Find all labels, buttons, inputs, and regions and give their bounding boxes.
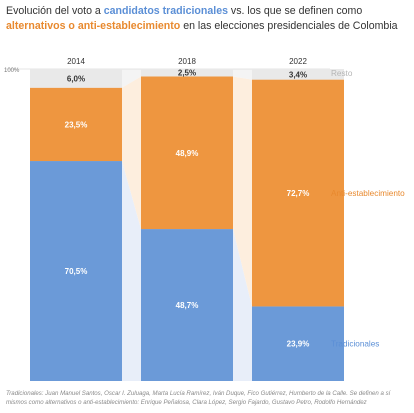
footnote: Tradicionales: Juan Manuel Santos, Óscar…	[6, 390, 408, 407]
bar-anti-establecimiento-2018	[141, 76, 233, 230]
data-label-anti-establecimiento-2022: 72,7%	[287, 189, 310, 198]
data-label-resto-2014: 6,0%	[67, 74, 85, 83]
category-label-2014: 2014	[67, 57, 85, 66]
bar-tradicionales-2014	[30, 161, 122, 381]
bar-resto-2018	[141, 68, 233, 77]
bar-resto-2022	[252, 69, 344, 80]
chart-title: Evolución del voto a candidatos tradicio…	[6, 4, 408, 34]
flow-band-anti-establecimiento-2014-2018	[122, 76, 141, 230]
footnote-line-1: Tradicionales: Juan Manuel Santos, Óscar…	[6, 390, 391, 397]
bar-tradicionales-2018	[141, 229, 233, 381]
flow-band-tradicionales-2014-2018	[122, 161, 141, 381]
title-part-3: en las elecciones presidenciales de Colo…	[180, 20, 398, 32]
bar-tradicionales-2022	[252, 306, 344, 381]
category-label-2018: 2018	[178, 57, 196, 66]
bar-anti-establecimiento-2022	[252, 79, 344, 307]
data-label-anti-establecimiento-2014: 23,5%	[65, 120, 88, 129]
data-label-tradicionales-2018: 48,7%	[176, 301, 199, 310]
footnote-line-2: mismos como alternativos o anti-establec…	[6, 398, 367, 406]
title-highlight-alternative: alternativos o anti-establecimiento	[6, 20, 181, 32]
legend-label-resto: Resto	[331, 69, 353, 78]
legend-label-anti-establecimiento: Anti-establecimiento	[331, 189, 405, 198]
bar-resto-2014	[30, 69, 122, 88]
flow-band-resto-2014-2018	[122, 68, 141, 88]
title-part-2: vs. los que se definen como	[227, 5, 363, 17]
data-label-tradicionales-2014: 70,5%	[65, 267, 88, 276]
y-tick-100: 100%	[4, 68, 20, 74]
flow-band-anti-establecimiento-2018-2022	[233, 76, 252, 307]
title-highlight-traditional: candidatos tradicionales	[103, 5, 228, 17]
category-label-2022: 2022	[289, 57, 307, 66]
title-part-1: Evolución del voto a	[6, 5, 104, 17]
data-label-resto-2022: 3,4%	[289, 70, 307, 79]
flow-band-tradicionales-2018-2022	[233, 229, 252, 381]
flow-band-resto-2018-2022	[233, 68, 252, 80]
legend-label-tradicionales: Tradicionales	[331, 340, 379, 349]
bar-anti-establecimiento-2014	[30, 87, 122, 162]
data-label-resto-2018: 2,5%	[178, 69, 196, 78]
data-label-anti-establecimiento-2018: 48,9%	[176, 149, 199, 158]
data-label-tradicionales-2022: 23,9%	[287, 340, 310, 349]
